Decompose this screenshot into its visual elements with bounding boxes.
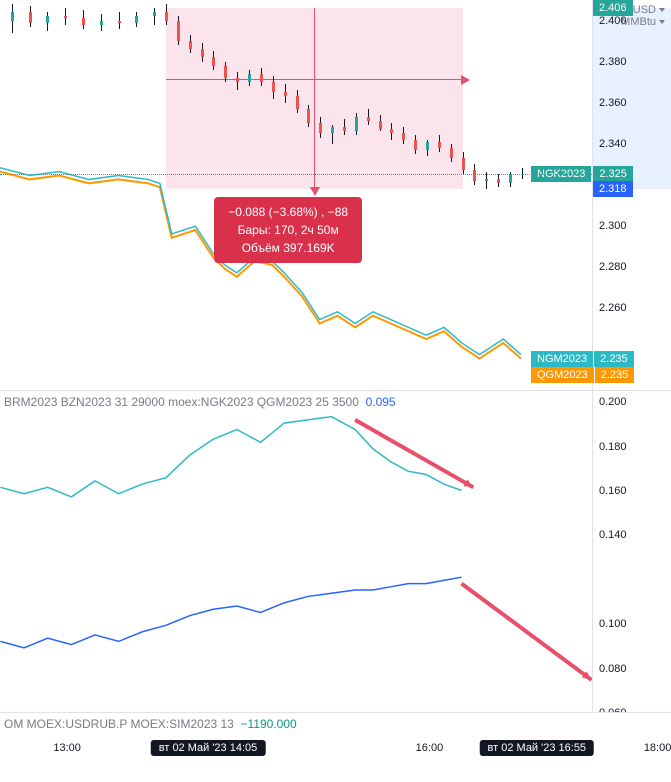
candle-body (29, 12, 32, 22)
candle-body (497, 179, 500, 183)
candle-body (284, 92, 287, 96)
candle-body (11, 12, 14, 20)
time-range-badge: вт 02 Май '23 14:05 (151, 740, 266, 756)
candle-body (201, 49, 204, 57)
candle-body (462, 158, 465, 170)
bottom-indicator-text: OM MOEX:USDRUB.P MOEX:SIM2023 13 (4, 717, 234, 731)
indicator-title-text: BRM2023 BZN2023 31 29000 moex:NGK2023 QG… (4, 395, 359, 409)
indicator-tick: 0.100 (599, 618, 627, 630)
measure-arrow-right-icon (461, 75, 470, 85)
candle-wick (522, 168, 523, 178)
candle-body (473, 170, 476, 180)
main-price-panel: −0.088 (−3.68%) , −88 Бары: 170, 2ч 50м … (0, 0, 671, 390)
candle-body (82, 18, 85, 24)
badge-blue-price: 2.318 (593, 181, 633, 197)
candle-body (414, 140, 417, 150)
indicator-tick: 0.080 (599, 663, 627, 675)
indicator-value: 0.095 (366, 395, 396, 409)
currency-label: USD (633, 4, 656, 16)
last-price-line (0, 174, 593, 175)
measure-volume: Объём 397.169K (228, 239, 348, 257)
indicator-tick: 0.180 (599, 441, 627, 453)
candle-body (438, 142, 441, 148)
indicator-panel: BRM2023 BZN2023 31 29000 moex:NGK2023 QG… (0, 390, 671, 712)
candle-body (236, 78, 239, 82)
price-tick: 2.260 (599, 302, 627, 314)
measure-arrow-down-icon (310, 187, 320, 196)
candle-body (224, 66, 227, 78)
candle-body (343, 127, 346, 131)
candle-body (248, 74, 251, 82)
measure-bars: Бары: 170, 2ч 50м (228, 221, 348, 239)
candle-body (118, 21, 121, 23)
candle-body (177, 21, 180, 42)
price-tick: 2.300 (599, 220, 627, 232)
candle-body (307, 109, 310, 123)
chart-root: −0.088 (−3.68%) , −88 Бары: 170, 2ч 50м … (0, 0, 671, 782)
candle-body (402, 133, 405, 139)
candle-body (331, 127, 334, 133)
indicator-tick: 0.140 (599, 529, 627, 541)
candle-body (260, 74, 263, 82)
time-axis[interactable]: OM MOEX:USDRUB.P MOEX:SIM2023 13 −1190.0… (0, 712, 671, 760)
candle-body (379, 121, 382, 129)
candle-wick (154, 8, 155, 24)
price-tick: 2.380 (599, 56, 627, 68)
time-tick: 18:00 (644, 742, 671, 754)
candle-body (450, 148, 453, 158)
main-plot-area[interactable]: −0.088 (−3.68%) , −88 Бары: 170, 2ч 50м … (0, 0, 593, 390)
bottom-indicator-title[interactable]: OM MOEX:USDRUB.P MOEX:SIM2023 13 −1190.0… (4, 717, 297, 731)
price-tick: 2.340 (599, 138, 627, 150)
indicator-tick: 0.200 (599, 396, 627, 408)
candle-body (426, 142, 429, 150)
candle-body (100, 21, 103, 25)
candle-body (165, 12, 168, 20)
indicator-title[interactable]: BRM2023 BZN2023 31 29000 moex:NGK2023 QG… (4, 395, 396, 409)
indicator-plot-area[interactable]: BRM2023 BZN2023 31 29000 moex:NGK2023 QG… (0, 391, 593, 712)
measure-label: MMBtu (621, 16, 656, 28)
indicator-tick: 0.160 (599, 485, 627, 497)
measure-tooltip: −0.088 (−3.68%) , −88 Бары: 170, 2ч 50м … (214, 197, 362, 263)
badge-ngm-pair: NGM20232.235 (531, 351, 634, 367)
price-tick: 2.280 (599, 261, 627, 273)
candle-body (296, 96, 299, 108)
price-tick: 2.360 (599, 97, 627, 109)
indicator-price-axis[interactable]: 0.2000.1800.1600.1400.1000.0800.060 (593, 391, 671, 712)
candle-body (212, 57, 215, 65)
time-tick: 13:00 (53, 742, 81, 754)
measure-cross-vertical (314, 8, 315, 189)
measure-delta: −0.088 (−3.68%) , −88 (228, 203, 348, 221)
candle-body (319, 123, 322, 133)
candle-body (64, 16, 67, 18)
candle-body (189, 41, 192, 49)
badge-qgm-pair: QGM20232.235 (531, 367, 634, 383)
candle-body (153, 12, 156, 16)
indicator-svg (0, 391, 592, 712)
candle-body (272, 82, 275, 92)
unit-toggles: USD MMBtu (621, 4, 665, 28)
candle-body (367, 117, 370, 121)
candle-body (46, 16, 49, 22)
time-range-badge: вт 02 Май '23 16:55 (480, 740, 595, 756)
currency-toggle[interactable]: USD (621, 4, 665, 16)
measure-toggle[interactable]: MMBtu (621, 16, 665, 28)
candle-body (390, 129, 393, 133)
candle-body (135, 16, 138, 22)
candle-body (355, 117, 358, 131)
bottom-indicator-value: −1190.000 (241, 717, 297, 731)
candle-body (485, 179, 488, 181)
main-price-axis[interactable]: USD MMBtu 2.4002.3802.3602.3402.3002.280… (593, 0, 671, 390)
time-tick: 16:00 (416, 742, 444, 754)
candle-body (509, 174, 512, 182)
